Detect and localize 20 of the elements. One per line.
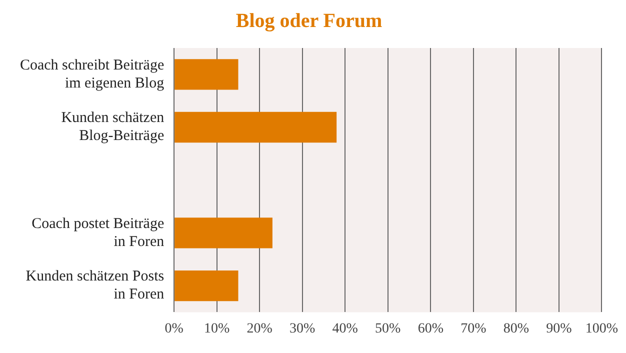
y-tick-label: Kunden schätzen Blog-Beiträge [61,110,165,144]
x-tick-label: 90% [546,321,572,336]
x-tick-label: 50% [375,321,402,336]
bar [174,270,238,302]
x-tick-label: 10% [204,321,230,336]
x-tick-label: 100% [585,321,618,336]
y-tick-label: Coach schreibt Beiträge im eigenen Blog [20,57,165,92]
x-tick-label: 80% [503,321,530,336]
x-tick-label: 70% [460,321,487,336]
bar [174,59,238,90]
bar [174,218,272,248]
x-tick-label: 40% [332,321,358,336]
x-tick-label: 60% [418,321,444,336]
y-tick-label: Kunden schätzen Posts in Foren [26,268,165,303]
bar [174,112,337,143]
y-tick-label: Coach postet Beiträge in Foren [32,216,165,250]
x-tick-label: 20% [246,321,273,336]
x-tick-label: 30% [290,321,316,336]
chart-title: Blog oder Forum [236,10,382,32]
x-tick-label: 0% [164,321,184,336]
